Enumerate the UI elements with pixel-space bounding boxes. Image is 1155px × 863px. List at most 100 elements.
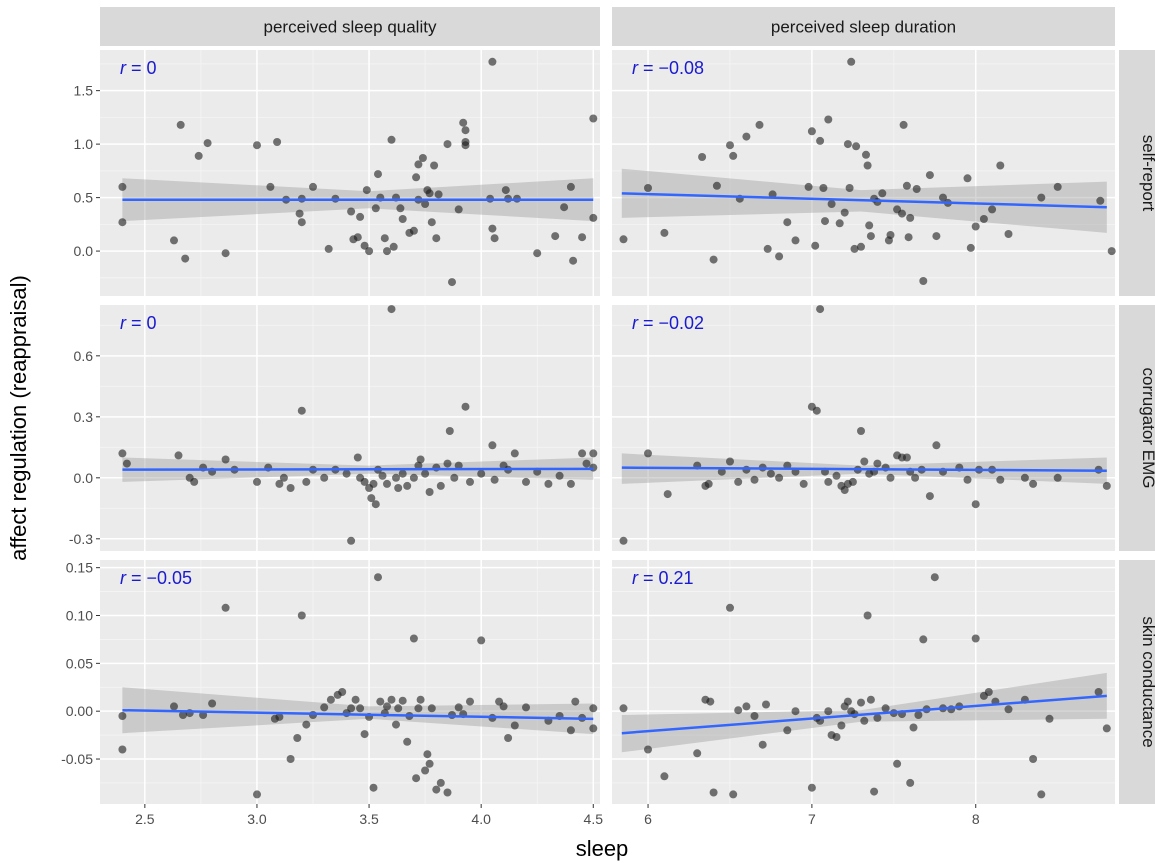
facet-panel: r = 0 bbox=[100, 305, 600, 551]
data-point bbox=[734, 477, 743, 486]
data-point bbox=[582, 459, 591, 468]
data-point bbox=[857, 242, 865, 251]
data-point bbox=[566, 479, 575, 488]
regression-line bbox=[122, 467, 594, 471]
y-tick-label: 0.15 bbox=[66, 560, 93, 576]
data-point bbox=[566, 726, 575, 735]
data-point bbox=[807, 127, 816, 136]
y-tick-label: 0.0 bbox=[74, 470, 94, 486]
data-point bbox=[266, 182, 275, 191]
data-point bbox=[865, 221, 874, 230]
data-point bbox=[297, 218, 306, 227]
data-point bbox=[416, 695, 425, 704]
data-point bbox=[409, 473, 418, 482]
data-point bbox=[644, 184, 652, 192]
data-point bbox=[510, 721, 519, 730]
correlation-symbol: r bbox=[120, 568, 127, 588]
data-point bbox=[619, 704, 628, 713]
data-point bbox=[409, 634, 418, 643]
x-axis-title: sleep bbox=[576, 836, 629, 861]
data-point bbox=[860, 457, 869, 466]
data-point bbox=[799, 479, 808, 488]
x-tick-label: 3.0 bbox=[247, 811, 267, 827]
data-point bbox=[466, 477, 474, 486]
data-point bbox=[297, 406, 306, 415]
data-point bbox=[414, 704, 423, 713]
data-point bbox=[118, 218, 127, 227]
data-point bbox=[971, 634, 980, 643]
data-point bbox=[190, 477, 199, 486]
facet-strip-row-label: skin conductance bbox=[1139, 616, 1155, 747]
data-point bbox=[589, 463, 598, 472]
data-point bbox=[816, 136, 825, 145]
correlation-symbol: r bbox=[120, 58, 127, 78]
data-point bbox=[338, 688, 347, 696]
data-point bbox=[619, 536, 628, 545]
data-point bbox=[414, 461, 423, 470]
data-point bbox=[378, 471, 387, 480]
data-point bbox=[750, 475, 759, 484]
data-point bbox=[488, 57, 497, 66]
correlation-symbol: r bbox=[632, 568, 639, 588]
data-point bbox=[909, 723, 918, 732]
data-point bbox=[450, 473, 459, 482]
data-point bbox=[1053, 473, 1062, 482]
data-point bbox=[1037, 193, 1046, 202]
data-point bbox=[396, 204, 405, 213]
data-point bbox=[906, 778, 915, 787]
facet-panel: r = −0.08 bbox=[612, 50, 1116, 296]
data-point bbox=[644, 449, 652, 458]
data-point bbox=[811, 241, 820, 250]
panel-background bbox=[100, 50, 600, 296]
data-point bbox=[412, 173, 421, 182]
data-point bbox=[387, 135, 396, 144]
data-point bbox=[425, 189, 434, 198]
data-point bbox=[840, 486, 849, 494]
regression-line bbox=[621, 466, 1107, 472]
data-point bbox=[878, 189, 887, 198]
data-point bbox=[919, 635, 928, 644]
data-point bbox=[963, 174, 972, 183]
correlation-label: r = −0.05 bbox=[120, 568, 192, 588]
data-point bbox=[443, 459, 452, 468]
data-point bbox=[589, 213, 598, 222]
data-point bbox=[499, 702, 508, 711]
data-point bbox=[729, 151, 738, 160]
data-point bbox=[919, 277, 928, 285]
data-point bbox=[755, 120, 764, 129]
data-point bbox=[369, 479, 378, 488]
y-tick-label: 1.5 bbox=[74, 83, 94, 99]
data-point bbox=[996, 161, 1005, 170]
data-point bbox=[742, 702, 751, 711]
correlation-symbol: r bbox=[120, 313, 127, 333]
data-point bbox=[174, 451, 183, 460]
data-point bbox=[824, 707, 833, 716]
data-point bbox=[742, 132, 751, 141]
data-point bbox=[347, 536, 356, 545]
data-point bbox=[1045, 714, 1054, 723]
data-point bbox=[488, 224, 497, 233]
data-point bbox=[862, 150, 870, 159]
data-point bbox=[466, 697, 474, 706]
data-point bbox=[932, 441, 941, 450]
data-point bbox=[367, 494, 376, 503]
data-point bbox=[461, 141, 470, 150]
data-point bbox=[374, 573, 382, 582]
data-point bbox=[383, 702, 391, 711]
data-point bbox=[421, 469, 430, 478]
y-tick-label: 0.0 bbox=[74, 243, 94, 259]
data-point bbox=[925, 492, 934, 501]
facet-panel: r = 0 bbox=[100, 50, 600, 296]
data-point bbox=[275, 479, 284, 488]
data-point bbox=[560, 203, 569, 212]
data-point bbox=[394, 484, 403, 492]
x-tick-label: 8 bbox=[972, 811, 980, 827]
data-point bbox=[347, 207, 356, 216]
correlation-label: r = −0.08 bbox=[632, 58, 704, 78]
facet-panel: r = −0.02 bbox=[612, 305, 1115, 551]
data-point bbox=[857, 427, 865, 435]
data-point bbox=[394, 704, 403, 713]
data-point bbox=[589, 449, 598, 458]
data-point bbox=[522, 477, 530, 486]
panel-background bbox=[100, 560, 600, 804]
